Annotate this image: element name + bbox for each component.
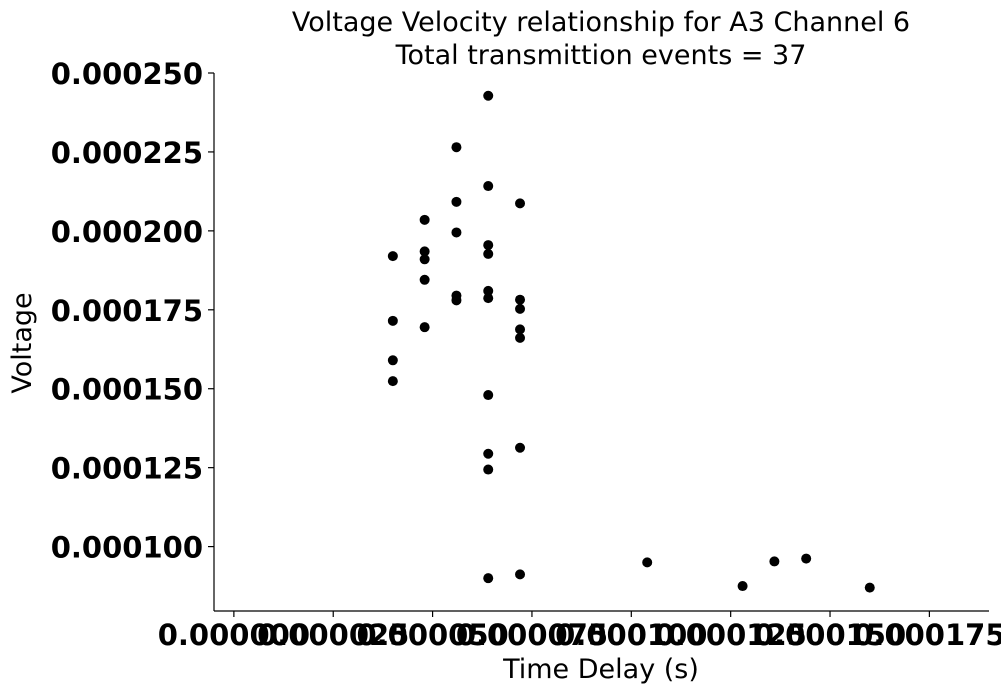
x-axis-label: Time Delay (s) <box>502 654 699 685</box>
x-tick-label: 0.000025 <box>257 618 409 652</box>
data-point <box>451 227 462 238</box>
x-tick-label: 0.000075 <box>456 618 608 652</box>
data-point <box>515 198 526 209</box>
x-tick-label: 0.000125 <box>655 618 807 652</box>
data-point <box>864 582 875 593</box>
data-point <box>387 315 398 326</box>
y-axis-ticks: 0.000100 0.000125 0.000150 0.000175 0.000200… <box>51 57 214 565</box>
x-tick-label: 0.000175 <box>853 618 1001 652</box>
x-tick-label: 0.000100 <box>555 618 707 652</box>
data-point <box>483 285 494 296</box>
y-tick-label: 0.000125 <box>51 452 203 486</box>
y-tick-label: 0.000200 <box>51 215 203 249</box>
data-point <box>451 142 462 153</box>
data-point <box>769 556 780 567</box>
data-point <box>483 464 494 475</box>
data-point <box>483 448 494 459</box>
data-point <box>515 332 526 343</box>
y-tick-label: 0.000100 <box>51 531 203 565</box>
data-point <box>642 557 653 568</box>
data-point <box>737 581 748 592</box>
data-points <box>387 90 875 593</box>
data-point <box>451 295 462 306</box>
data-point <box>451 196 462 207</box>
data-point <box>483 573 494 584</box>
data-point <box>387 376 398 387</box>
y-tick-label: 0.000250 <box>51 57 203 91</box>
y-tick-label: 0.000150 <box>51 373 203 407</box>
data-point <box>419 274 430 285</box>
x-tick-label: 0.000150 <box>754 618 906 652</box>
data-point <box>483 181 494 192</box>
data-point <box>483 90 494 101</box>
data-point <box>419 254 430 265</box>
data-point <box>483 390 494 401</box>
y-tick-label: 0.000175 <box>51 294 203 328</box>
y-tick-label: 0.000225 <box>51 136 203 170</box>
data-point <box>483 248 494 259</box>
x-tick-label: 0.000000 <box>158 618 310 652</box>
data-point <box>801 553 812 564</box>
data-point <box>387 251 398 262</box>
chart-title: Voltage Velocity relationship for A3 Cha… <box>292 7 910 38</box>
x-tick-label: 0.000050 <box>356 618 508 652</box>
data-point <box>419 246 430 257</box>
data-point <box>515 442 526 453</box>
x-axis-ticks: 0.0000000.0000250.0000500.0000750.000100… <box>158 611 1001 652</box>
data-point <box>419 214 430 225</box>
chart-subtitle: Total transmittion events = 37 <box>395 40 807 71</box>
data-point <box>483 240 494 251</box>
data-point <box>483 293 494 304</box>
data-point <box>387 355 398 366</box>
y-axis-label: Voltage <box>7 292 38 393</box>
data-point <box>515 294 526 305</box>
data-point <box>419 322 430 333</box>
data-point <box>515 324 526 335</box>
data-point <box>515 569 526 580</box>
data-point <box>515 303 526 314</box>
